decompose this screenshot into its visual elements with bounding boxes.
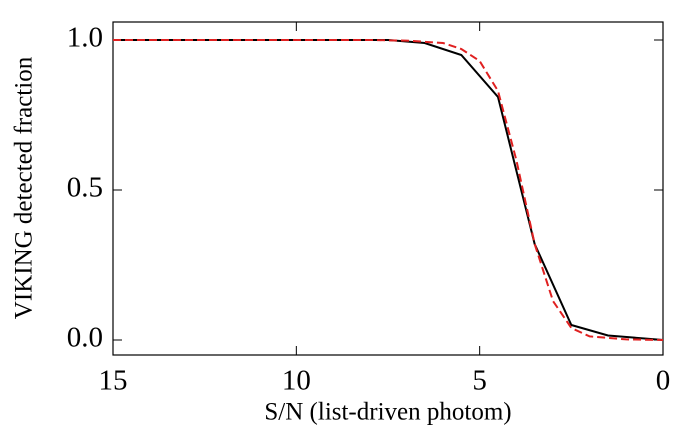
y-tick-label: 0.0 bbox=[67, 322, 103, 354]
x-tick-label: 0 bbox=[656, 365, 671, 397]
y-tick-label: 0.5 bbox=[67, 172, 103, 204]
data-line bbox=[113, 39, 664, 341]
x-tick-label: 10 bbox=[282, 365, 311, 397]
x-axis-label: S/N (list-driven photom) bbox=[264, 399, 511, 426]
x-tick-label: 5 bbox=[472, 365, 487, 397]
y-axis-label: VIKING detected fraction bbox=[11, 56, 38, 319]
y-tick-label: 1.0 bbox=[67, 22, 103, 54]
plot-frame bbox=[112, 21, 664, 356]
data-line bbox=[113, 39, 664, 341]
x-tick-label: 15 bbox=[99, 365, 128, 397]
